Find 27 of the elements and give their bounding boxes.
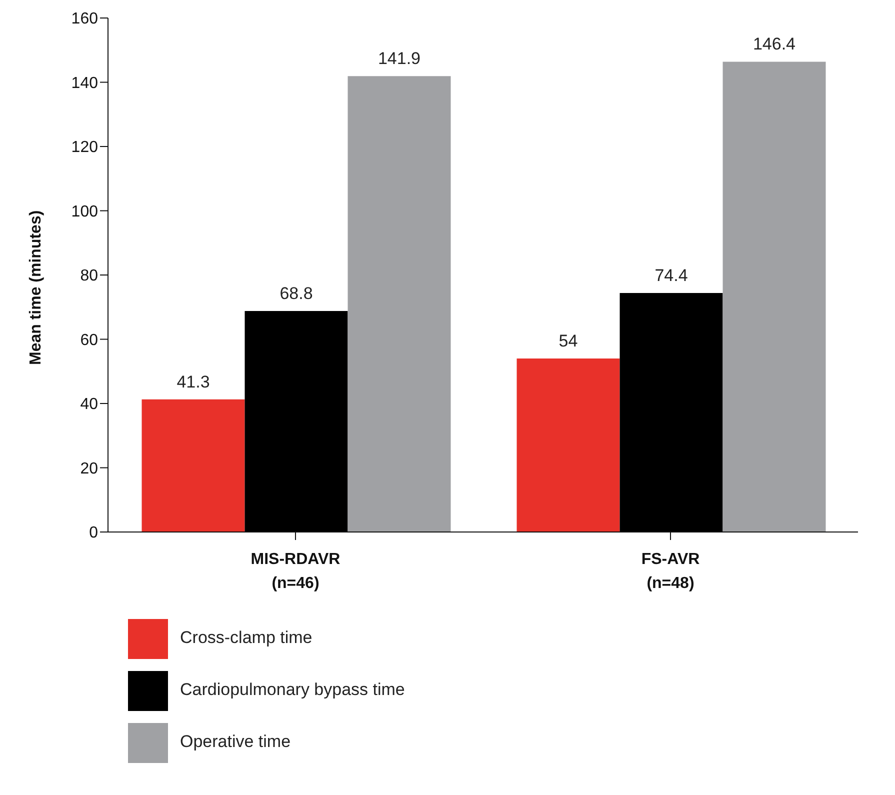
bar bbox=[348, 76, 451, 532]
data-label: 41.3 bbox=[176, 372, 210, 392]
y-tick-label: 40 bbox=[80, 396, 98, 414]
y-tick-label: 0 bbox=[89, 524, 98, 542]
y-tick-label: 80 bbox=[80, 268, 98, 285]
y-axis-title: Mean time (minutes) bbox=[28, 210, 45, 365]
data-label: 141.9 bbox=[378, 49, 421, 68]
bar bbox=[142, 399, 245, 532]
data-label: 74.4 bbox=[654, 266, 688, 285]
y-tick-label: 60 bbox=[80, 332, 98, 349]
legend-label: Cardiopulmonary bypass time bbox=[180, 680, 405, 699]
legend-label: Cross-clamp time bbox=[180, 628, 312, 647]
y-tick-label: 120 bbox=[71, 139, 98, 156]
x-tick-label: FS-AVR (n=48) bbox=[641, 551, 700, 592]
legend-label: Operative time bbox=[180, 732, 291, 751]
y-tick-label: 160 bbox=[71, 10, 98, 28]
y-tick-label: 100 bbox=[71, 203, 98, 220]
bar bbox=[620, 292, 723, 532]
bar bbox=[244, 310, 348, 532]
x-tick-label: MIS-RDAVR (n=46) bbox=[250, 551, 341, 592]
data-label: 146.4 bbox=[752, 34, 796, 54]
bar bbox=[722, 62, 826, 532]
y-tick-label: 20 bbox=[80, 460, 98, 478]
y-tick-label: 140 bbox=[71, 74, 98, 92]
data-label: 68.8 bbox=[280, 284, 313, 303]
data-label: 54 bbox=[558, 332, 578, 351]
bar bbox=[516, 358, 620, 532]
